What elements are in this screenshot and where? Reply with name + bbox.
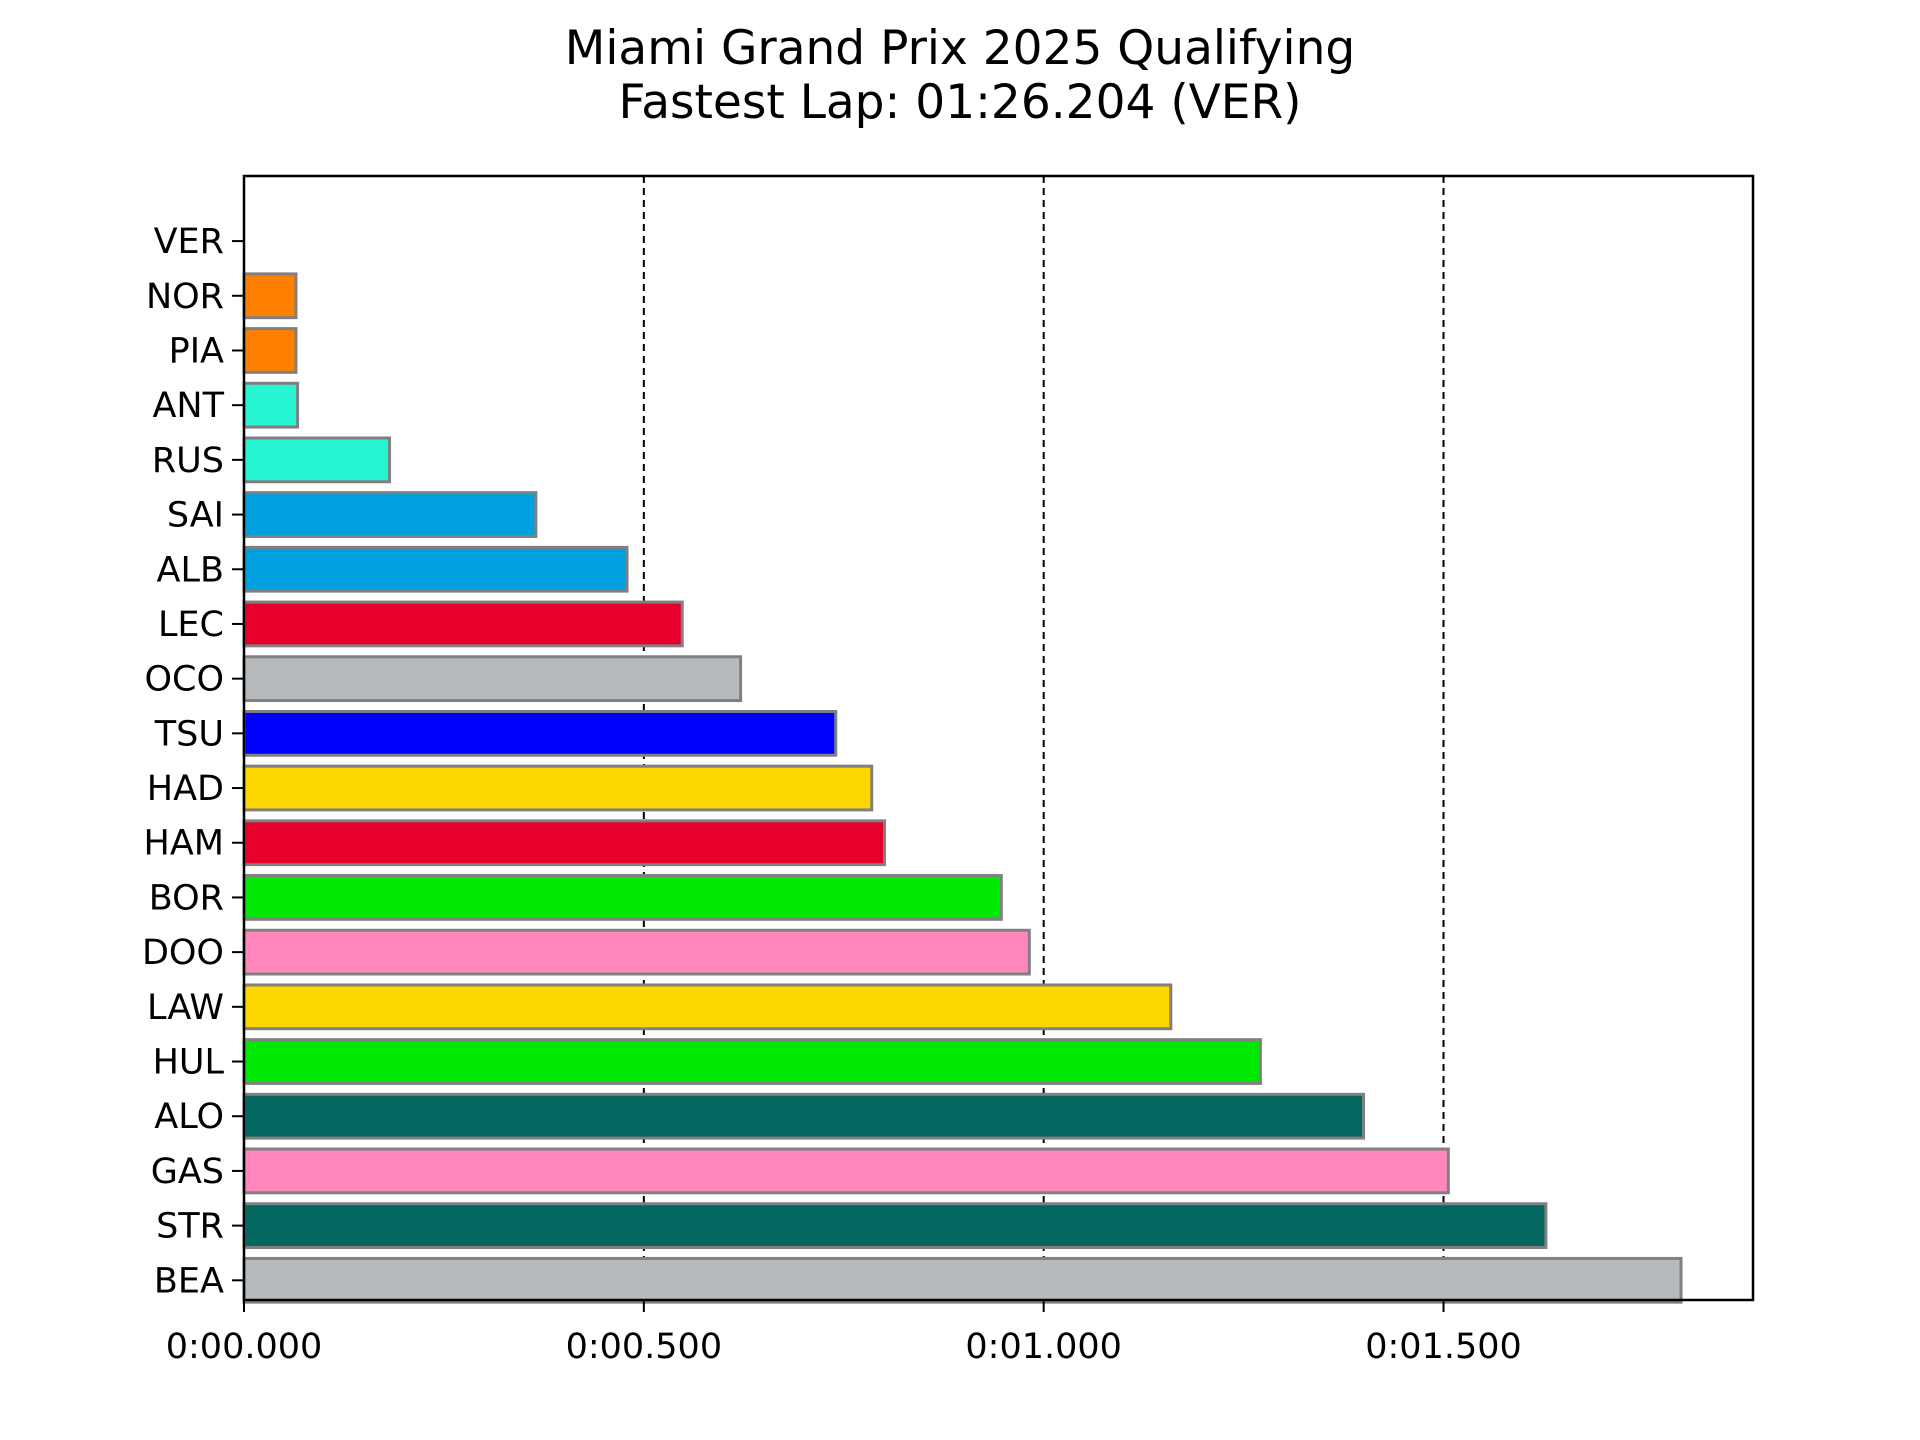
- bar-sai: [242, 491, 538, 538]
- y-tick-label: ALO: [154, 1097, 224, 1137]
- x-tick-label: 0:00.000: [166, 1327, 323, 1367]
- y-tick-label: RUS: [152, 441, 224, 481]
- bar-alb: [242, 545, 629, 593]
- bars: [242, 272, 1683, 1304]
- y-tick-label: PIA: [169, 331, 224, 371]
- y-tick-label: VER: [154, 222, 224, 262]
- bar-pia: [242, 327, 298, 374]
- bar-hul: [242, 1038, 1262, 1085]
- y-axis: VER NOR PIA ANT RUS SAI ALB LEC OCO TSU HAD HAM BOR D…: [142, 222, 244, 1301]
- y-tick-label: BOR: [149, 878, 224, 918]
- bar-gas: [242, 1147, 1450, 1195]
- bar-nor: [242, 272, 298, 320]
- x-axis: 0:00.000 0:00.500 0:01.000 0:01.500: [166, 1300, 1522, 1367]
- bar-str: [242, 1202, 1548, 1249]
- bar-ham: [242, 819, 887, 867]
- plot-frame: [242, 174, 1755, 1302]
- chart-title-block: Miami Grand Prix 2025 Qualifying Fastest…: [0, 22, 1920, 130]
- y-tick-label: HAM: [144, 824, 224, 864]
- y-tick-label: OCO: [144, 660, 224, 700]
- y-tick-label: ALB: [157, 550, 224, 590]
- x-tick-label: 0:01.000: [965, 1327, 1122, 1367]
- bar-bea: [242, 1256, 1683, 1304]
- bar-rus: [242, 436, 392, 484]
- y-tick-label: LAW: [147, 988, 224, 1028]
- y-tick-label: ANT: [152, 386, 224, 426]
- y-tick-label: SAI: [167, 496, 224, 536]
- bar-bor: [242, 874, 1003, 921]
- x-tick-label: 0:01.500: [1365, 1327, 1522, 1367]
- y-tick-label: GAS: [151, 1152, 224, 1192]
- x-tick-label: 0:00.500: [566, 1327, 723, 1367]
- chart-title: Miami Grand Prix 2025 Qualifying: [564, 21, 1356, 76]
- y-tick-label: NOR: [146, 277, 224, 317]
- y-tick-label: DOO: [142, 933, 224, 973]
- bar-oco: [242, 655, 743, 703]
- bar-ant: [242, 381, 300, 429]
- bar-doo: [242, 928, 1031, 976]
- y-tick-label: HAD: [147, 769, 224, 809]
- y-tick-label: LEC: [158, 605, 224, 645]
- chart-subtitle: Fastest Lap: 01:26.204 (VER): [618, 75, 1302, 130]
- y-tick-label: TSU: [154, 714, 224, 754]
- bar-lec: [242, 600, 684, 648]
- y-tick-label: STR: [156, 1207, 224, 1247]
- y-tick-label: BEA: [154, 1261, 224, 1301]
- bar-tsu: [242, 709, 838, 757]
- bar-had: [242, 764, 874, 812]
- bar-law: [242, 983, 1173, 1031]
- bar-alo: [242, 1092, 1366, 1140]
- y-tick-label: HUL: [153, 1043, 225, 1083]
